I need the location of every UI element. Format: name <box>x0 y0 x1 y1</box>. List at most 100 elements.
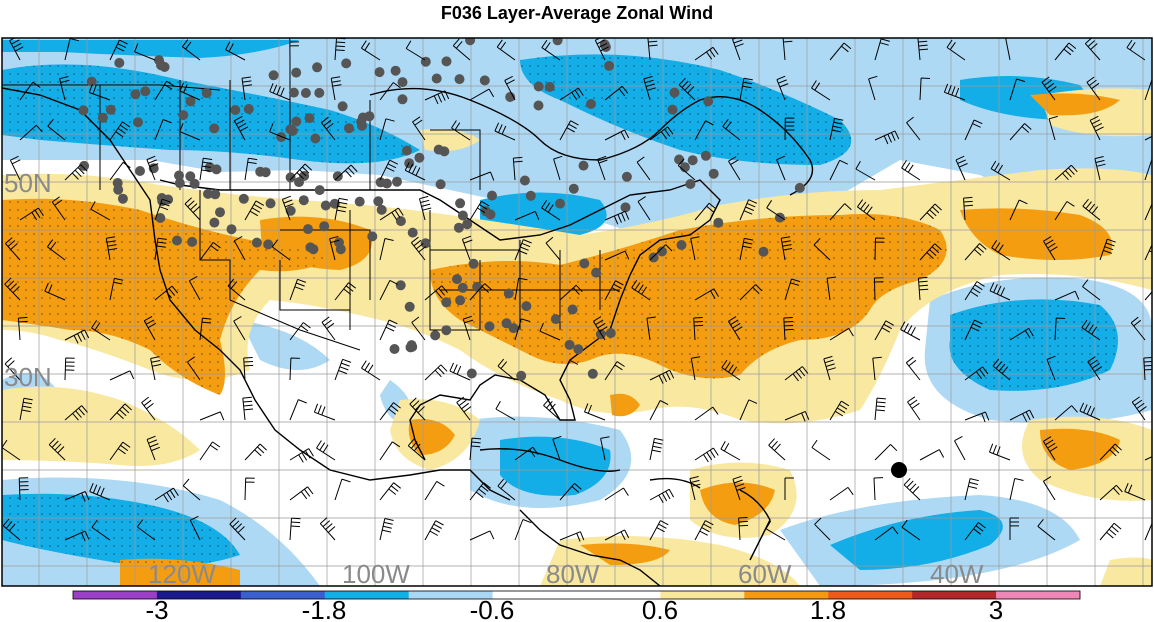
wind-barb <box>9 155 21 181</box>
wind-barb <box>954 435 966 461</box>
wind-barb <box>1144 456 1152 461</box>
wind-barb <box>109 277 124 301</box>
station-dot <box>669 87 680 98</box>
wind-barb <box>1130 316 1146 341</box>
station-dot <box>185 171 196 182</box>
wind-barb <box>379 118 395 141</box>
station-dot <box>395 216 406 227</box>
station-dot <box>304 113 315 124</box>
wind-barb <box>874 237 885 261</box>
station-dot <box>433 144 444 155</box>
wind-barb <box>64 530 90 542</box>
wind-barb <box>1124 483 1146 501</box>
wind-barb <box>823 355 836 381</box>
wind-barb <box>2 518 21 541</box>
wind-barb <box>678 77 696 101</box>
wind-barb <box>721 359 741 381</box>
station-dot <box>586 99 596 109</box>
map-frame <box>1 37 1153 587</box>
wind-barb <box>496 39 516 61</box>
station-dot <box>320 200 331 211</box>
wind-barb <box>732 38 744 61</box>
wind-barb <box>694 520 714 541</box>
lon-label-80w: 80W <box>546 559 600 589</box>
wind-barb <box>404 162 426 181</box>
station-dot <box>550 314 561 325</box>
wind-barb <box>424 480 445 501</box>
station-dot <box>130 89 141 100</box>
wind-barb <box>289 448 314 463</box>
wind-barb <box>964 243 987 261</box>
station-dot <box>435 179 446 190</box>
wind-barb <box>379 441 401 461</box>
station-dot <box>314 185 325 196</box>
wind-barb <box>874 444 898 461</box>
wind-barb <box>244 157 258 181</box>
wind-barb <box>199 317 212 341</box>
station-dot <box>373 196 384 207</box>
station-dot <box>209 123 220 134</box>
wind-barb <box>604 210 630 225</box>
wind-barb <box>1087 356 1103 381</box>
wind-barb <box>690 356 701 381</box>
wind-barb <box>694 447 719 463</box>
station-dot <box>431 73 442 84</box>
station-dot <box>479 75 490 86</box>
wind-barb <box>647 38 658 61</box>
wind-barb <box>1144 291 1152 301</box>
station-dot <box>203 188 213 199</box>
wind-barb <box>873 477 884 501</box>
station-dot <box>794 182 805 193</box>
station-dot <box>86 76 97 87</box>
station-dot <box>568 183 579 194</box>
wind-barbs <box>2 38 1152 542</box>
wind-barb <box>182 478 201 501</box>
wind-barb <box>1144 202 1152 221</box>
wind-barb <box>90 201 111 221</box>
wind-barb <box>146 435 160 461</box>
station-dot <box>587 368 598 379</box>
wind-barb <box>1037 518 1056 541</box>
wind-barb <box>559 483 582 501</box>
wind-barb <box>739 237 754 261</box>
wind-barb <box>646 316 656 341</box>
wind-barb <box>154 487 179 503</box>
wind-barb <box>1143 357 1152 381</box>
wind-barb <box>739 77 753 101</box>
wind-barb <box>553 155 563 181</box>
station-dot <box>319 221 330 232</box>
wind-barb <box>727 316 743 341</box>
wind-barb <box>334 358 352 381</box>
station-dot <box>567 304 578 315</box>
wind-barb <box>1054 290 1080 301</box>
station-dot <box>407 227 418 238</box>
wind-barb <box>146 155 159 181</box>
station-dot <box>687 155 698 166</box>
station-dot <box>215 207 225 218</box>
wind-barb <box>379 482 402 501</box>
station-dot <box>251 237 262 248</box>
wind-barb <box>424 90 450 105</box>
wind-barb <box>143 315 157 341</box>
station-dot <box>226 224 237 235</box>
wind-barb <box>1054 405 1078 421</box>
wind-barb <box>289 486 314 501</box>
station-dot <box>230 105 241 115</box>
station-dot <box>544 81 555 92</box>
wind-barb <box>242 396 254 421</box>
wind-barb <box>199 157 213 181</box>
wind-barb <box>604 129 630 141</box>
wind-barb <box>469 530 495 541</box>
wind-barb <box>47 118 66 141</box>
wind-barb <box>782 38 793 61</box>
colorbar-segment <box>996 591 1081 599</box>
wind-barb <box>649 488 675 504</box>
station-dot <box>133 117 143 128</box>
station-dot <box>401 145 412 156</box>
wind-barb <box>109 121 131 141</box>
wind-barb <box>943 83 966 101</box>
station-dot <box>288 87 299 98</box>
colorbar-segment <box>240 591 326 599</box>
station-dot <box>414 152 425 163</box>
wind-barb <box>1054 164 1078 181</box>
